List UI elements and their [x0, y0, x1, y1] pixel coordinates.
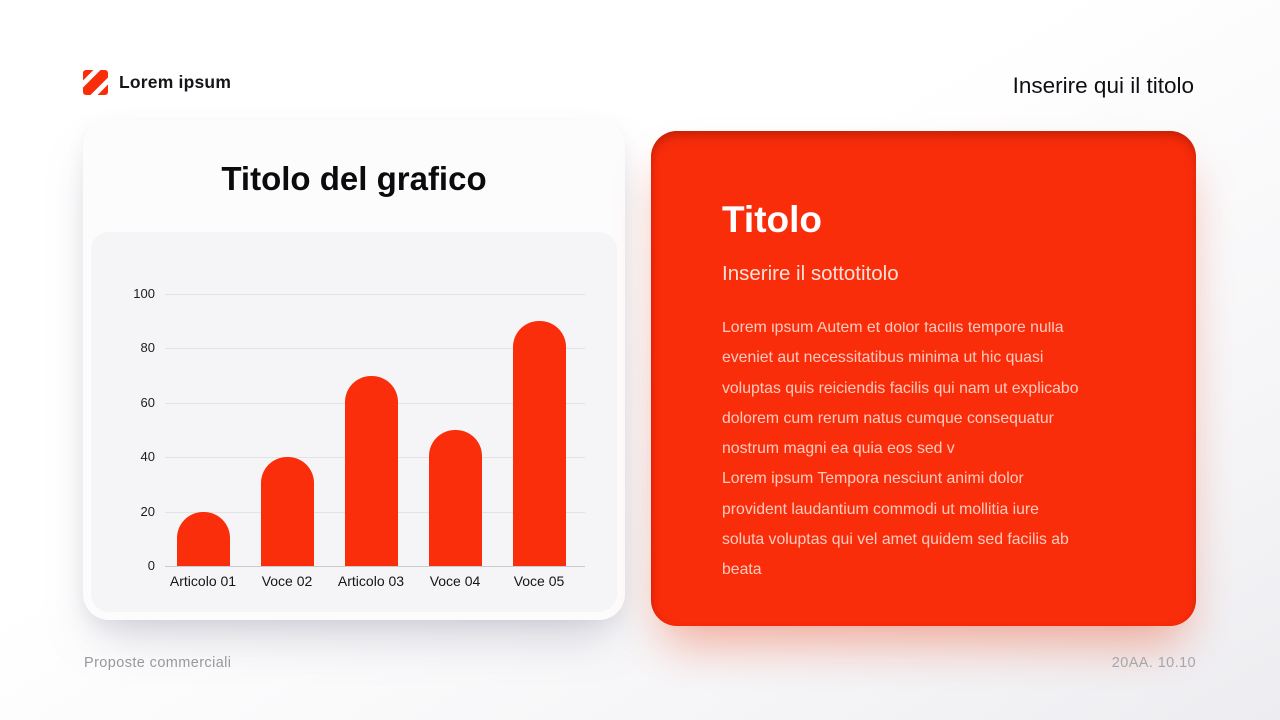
x-category-label: Articolo 03 — [337, 573, 405, 589]
info-card: Titolo Inserire il sottotitolo Lorem ips… — [651, 131, 1196, 626]
x-category-label: Voce 05 — [513, 573, 565, 589]
y-axis-tick-label: 0 — [147, 558, 155, 573]
chart-bar — [428, 430, 482, 566]
grid-line — [165, 294, 585, 295]
body-paragraph: Lorem ipsum Tempora nesciunt animi dolor… — [722, 470, 1069, 579]
y-axis-tick-label: 100 — [133, 286, 155, 301]
y-axis-tick-label: 80 — [140, 340, 155, 356]
chart-bar — [260, 457, 314, 566]
y-axis-tick-label: 40 — [140, 449, 155, 465]
body-paragraph: Lorem ipsum Autem et dolor facilis tempo… — [722, 322, 1079, 458]
chart-title: Titolo del grafico — [221, 160, 487, 197]
footer-category: Proposte commerciali — [84, 655, 232, 671]
grid-line — [165, 566, 585, 567]
diagonal-stripes-logo-icon — [83, 70, 108, 95]
footer-date: 20AA. 10.10 — [1111, 655, 1196, 671]
brand-name: Lorem ipsum — [119, 72, 232, 92]
chart-bar — [176, 511, 230, 566]
y-axis-tick-label: 20 — [140, 503, 155, 519]
brand: Lorem ipsum — [83, 70, 231, 95]
info-card-title: Titolo — [722, 199, 823, 240]
x-category-label: Articolo 01 — [169, 573, 237, 589]
chart-bar — [344, 375, 398, 566]
grid-line — [165, 348, 585, 350]
chart-card: Titolo del grafico 0 20 40 60 80 100 Articolo … — [83, 120, 625, 620]
chart-panel: 0 20 40 60 80 100 Articolo 01 Voce 02 Articolo 0… — [91, 232, 617, 612]
chart-bar — [512, 321, 566, 566]
info-card-body: Lorem ipsum Autem et dolor facilis tempo… — [722, 322, 1146, 588]
info-card-subtitle: Inserire il sottotitolo — [722, 262, 899, 285]
x-category-label: Voce 04 — [429, 573, 481, 589]
slide-title: Inserire qui il titolo — [1012, 73, 1194, 98]
y-axis-tick-label: 60 — [140, 394, 155, 410]
x-category-label: Voce 02 — [261, 573, 313, 589]
